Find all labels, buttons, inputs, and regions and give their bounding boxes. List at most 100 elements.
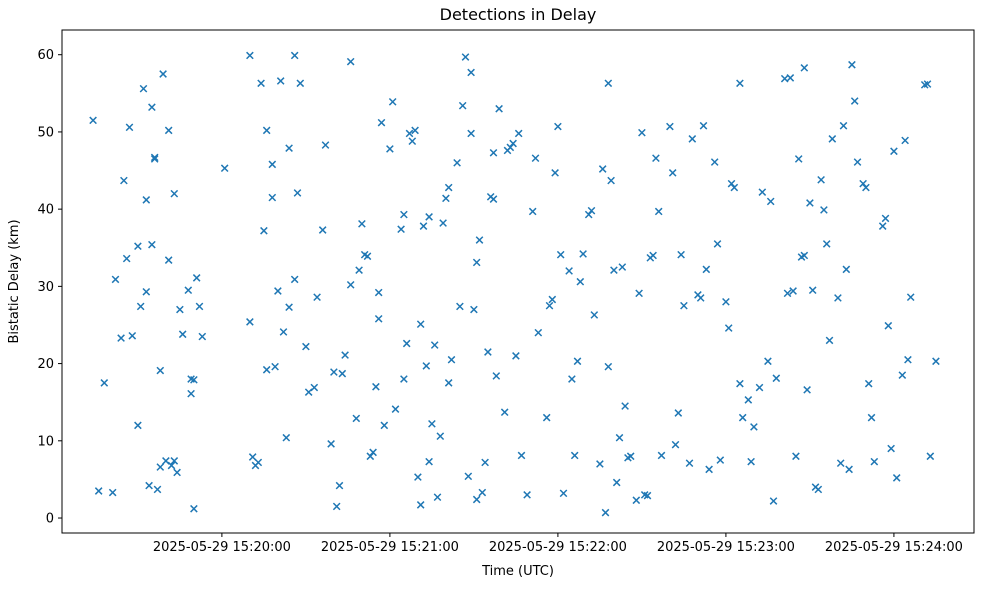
data-point-marker (702, 265, 711, 274)
data-point-marker (528, 207, 537, 216)
scatter-series (89, 51, 940, 517)
data-point-marker (293, 189, 302, 197)
data-point-marker (271, 362, 279, 371)
data-point-marker (327, 440, 335, 448)
data-point-marker (612, 478, 621, 487)
data-point-marker (464, 472, 473, 481)
data-point-marker (386, 145, 394, 153)
data-point-marker (867, 413, 876, 422)
data-point-marker (850, 97, 859, 105)
data-point-marker (125, 123, 134, 132)
data-point-marker (722, 297, 730, 306)
data-point-marker (405, 129, 414, 138)
data-point-marker (416, 320, 425, 329)
x-tick-label: 2025-05-29 15:21:00 (321, 540, 459, 555)
data-point-marker (556, 250, 565, 259)
data-point-marker (806, 199, 814, 207)
y-axis-label: Bistatic Delay (km) (7, 219, 22, 343)
data-point-marker (845, 465, 853, 474)
data-point-marker (548, 295, 557, 304)
data-point-marker (408, 137, 417, 146)
data-point-marker (853, 158, 862, 166)
data-point-marker (260, 226, 268, 235)
data-point-marker (862, 183, 870, 192)
data-point-marker (834, 294, 842, 302)
data-point-marker (246, 51, 254, 60)
data-point-marker (551, 169, 559, 177)
data-point-marker (167, 461, 176, 470)
data-point-marker (369, 448, 377, 457)
data-point-marker (747, 457, 755, 466)
data-point-marker (531, 154, 540, 163)
data-point-marker (772, 374, 781, 383)
data-point-marker (257, 79, 265, 88)
data-point-marker (621, 402, 629, 410)
data-point-marker (724, 324, 733, 332)
data-point-marker (190, 504, 198, 513)
data-point-marker (220, 164, 229, 173)
data-point-marker (828, 135, 837, 143)
data-point-marker (750, 423, 758, 431)
data-point-marker (456, 302, 464, 311)
data-point-marker (346, 280, 355, 289)
data-point-marker (148, 103, 156, 112)
data-point-marker (898, 371, 907, 379)
data-point-marker (923, 80, 932, 88)
data-point-marker (570, 451, 579, 460)
data-point-marker (489, 148, 498, 157)
y-tick-label: 10 (37, 434, 54, 449)
data-point-marker (484, 348, 492, 356)
data-point-marker (467, 68, 475, 77)
data-point-marker (755, 383, 764, 392)
data-point-marker (397, 225, 405, 234)
data-point-marker (618, 263, 627, 271)
data-point-marker (290, 51, 299, 60)
data-point-marker (713, 240, 722, 248)
data-point-marker (892, 474, 901, 482)
data-point-marker (195, 302, 204, 311)
data-point-marker (565, 267, 573, 275)
data-point-marker (884, 321, 893, 330)
data-point-marker (268, 193, 277, 202)
data-point-marker (523, 491, 531, 499)
data-point-marker (285, 303, 293, 312)
data-point-marker (786, 74, 795, 82)
data-point-marker (425, 457, 433, 466)
x-tick-label: 2025-05-29 15:23:00 (657, 540, 795, 555)
data-point-marker (584, 210, 593, 219)
data-point-marker (906, 293, 915, 302)
data-point-marker (783, 289, 792, 298)
data-point-marker (607, 176, 615, 185)
data-point-marker (652, 154, 660, 163)
data-point-marker (366, 452, 375, 461)
data-point-marker (422, 362, 431, 370)
data-point-marker (276, 77, 285, 85)
data-point-marker (727, 179, 736, 188)
data-point-marker (372, 382, 380, 391)
data-point-marker (156, 366, 165, 375)
data-point-marker (512, 352, 520, 360)
data-point-marker (626, 452, 635, 461)
data-point-marker (108, 488, 117, 497)
data-point-marker (800, 64, 809, 72)
data-point-marker (766, 197, 775, 206)
axes-border (61, 29, 975, 534)
data-point-marker (677, 250, 685, 259)
data-point-marker (699, 121, 708, 130)
data-point-marker (696, 294, 705, 302)
data-point-marker (864, 379, 873, 388)
y-tick-label: 30 (37, 280, 54, 295)
data-point-marker (411, 126, 419, 135)
data-point-marker (402, 339, 411, 348)
data-point-marker (170, 457, 179, 465)
data-point-marker (313, 293, 321, 302)
data-point-marker (598, 165, 607, 173)
data-point-marker (184, 286, 193, 295)
data-point-marker (178, 330, 187, 339)
data-point-marker (268, 160, 277, 169)
data-point-marker (100, 379, 109, 387)
data-point-marker (730, 183, 739, 192)
data-point-marker (814, 485, 823, 494)
data-point-marker (346, 57, 355, 66)
data-point-marker (475, 236, 484, 244)
